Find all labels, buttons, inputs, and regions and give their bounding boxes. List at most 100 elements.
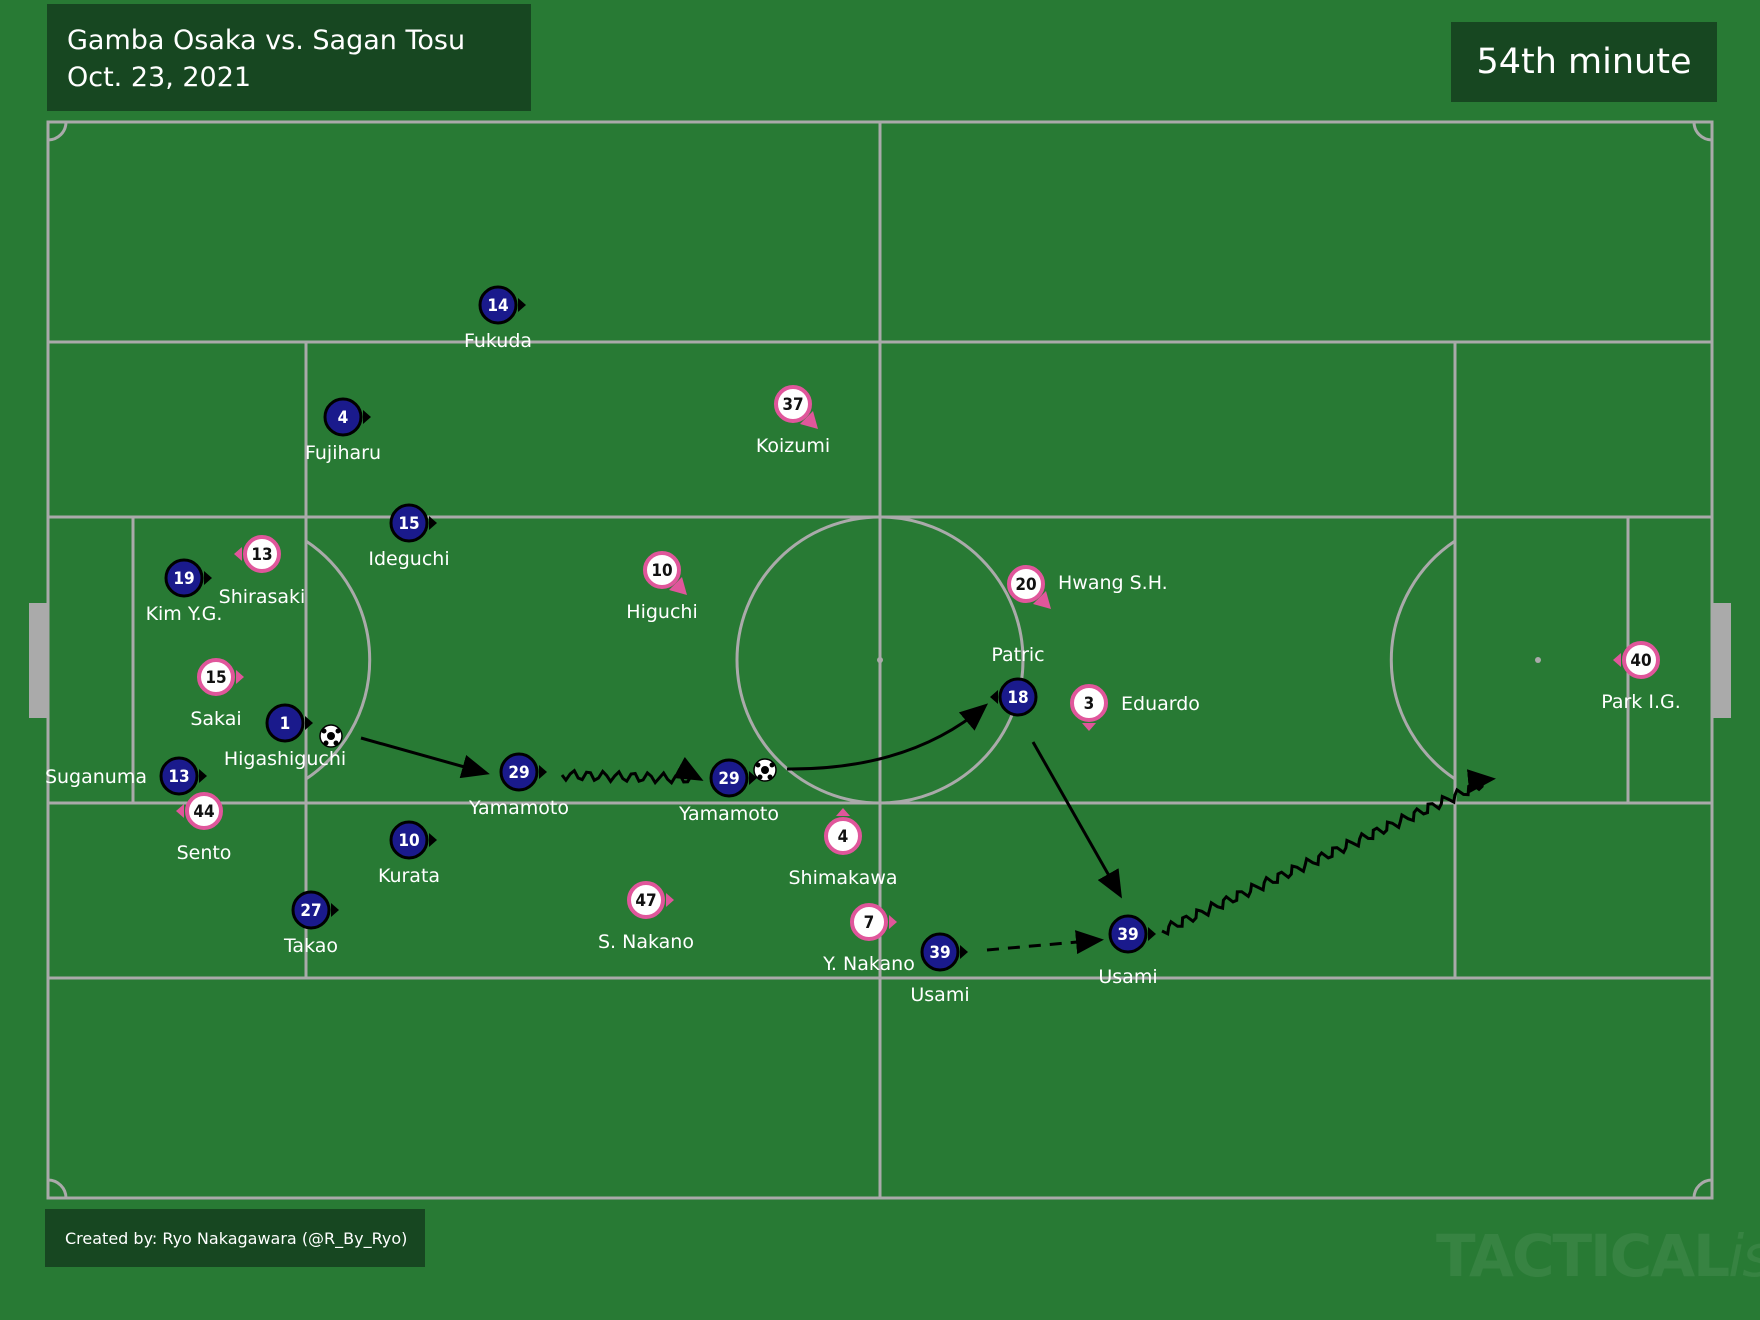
player-name: Ideguchi [368, 548, 449, 570]
player-number: 39 [1117, 925, 1138, 945]
player-tosu-hwang-s-h: 20 Hwang S.H. [1007, 565, 1168, 609]
player-name: Takao [283, 935, 338, 957]
gamba-player-marker [389, 503, 429, 543]
left-goal [29, 603, 48, 718]
player-number: 14 [487, 296, 508, 316]
player-gamba-higashiguchi: 1 Higashiguchi [224, 703, 346, 770]
player-gamba-kurata: 10 Kurata [378, 820, 440, 887]
player-number: 27 [300, 901, 321, 921]
dribble-arrow-usami [1161, 769, 1496, 937]
player-tosu-shimakawa: 4 Shimakawa [788, 808, 898, 889]
center-spot [877, 657, 883, 663]
player-name: Shimakawa [788, 867, 897, 889]
tosu-player-marker [774, 385, 812, 423]
pass-arrow-yamamoto-patric [786, 703, 989, 771]
player-name: S. Nakano [598, 931, 694, 953]
player-number: 7 [864, 913, 875, 933]
action-arrows [360, 703, 1496, 955]
player-name: Usami [910, 984, 969, 1006]
player-tosu-y-nakano: 7 Y. Nakano [822, 903, 915, 975]
gamba-player-marker [323, 397, 363, 437]
tosu-player-marker [824, 817, 862, 855]
player-number: 13 [251, 545, 272, 565]
gamba-player-marker [478, 285, 518, 325]
gamba-player-marker [920, 932, 960, 972]
pitch-lines [46, 120, 1714, 1200]
player-tosu-eduardo: 3 Eduardo [1070, 684, 1200, 731]
gamba-player-marker [709, 758, 749, 798]
gamba-player-marker [291, 890, 331, 930]
player-number: 44 [193, 802, 214, 822]
player-name: Eduardo [1121, 693, 1200, 715]
player-tosu-higuchi: 10 Higuchi [626, 551, 698, 623]
player-name: Fukuda [464, 330, 532, 352]
player-tosu-park-i-g: 40 Park I.G. [1601, 641, 1681, 713]
player-gamba-fukuda: 14 Fukuda [464, 285, 532, 352]
pass-arrow-patric-usami [1031, 741, 1122, 899]
match-title: Gamba Osaka vs. Sagan Tosu [67, 25, 466, 56]
tosu-player-marker [1622, 641, 1660, 679]
pass-arrow-higashiguchi-yamamoto [360, 736, 490, 779]
player-gamba-yamamoto: 29 Yamamoto [468, 752, 569, 819]
player-number: 10 [651, 561, 672, 581]
player-number: 3 [1084, 694, 1095, 714]
player-name: Sento [177, 842, 232, 864]
ball-icon [319, 724, 343, 748]
tosu-player-marker [243, 535, 281, 573]
ball-icon [753, 758, 777, 782]
player-number: 15 [398, 514, 419, 534]
player-number: 10 [398, 831, 419, 851]
player-name: Yamamoto [468, 797, 569, 819]
player-number: 18 [1007, 688, 1028, 708]
player-number: 19 [173, 569, 194, 589]
tosu-player-marker [197, 658, 235, 696]
player-number: 15 [205, 668, 226, 688]
player-name: Y. Nakano [822, 953, 915, 975]
tosu-player-marker [850, 903, 888, 941]
player-name: Higashiguchi [224, 748, 346, 770]
player-name: Yamamoto [678, 803, 779, 825]
credit-box: Created by: Ryo Nakagawara (@R_By_Ryo) [45, 1209, 425, 1267]
player-gamba-fujiharu: 4 Fujiharu [305, 397, 381, 464]
run-arrow-usami [986, 930, 1104, 955]
player-gamba-usami: 39 Usami [910, 932, 970, 1006]
player-name: Kim Y.G. [146, 603, 223, 625]
player-gamba-usami: 39 Usami [1098, 914, 1158, 988]
gamba-player-marker [499, 752, 539, 792]
corner-arc-tl [47, 121, 68, 142]
player-number: 37 [782, 395, 803, 415]
gamba-player-marker [389, 820, 429, 860]
player-gamba-ideguchi: 15 Ideguchi [368, 503, 450, 570]
player-name: Hwang S.H. [1058, 572, 1168, 594]
player-name: Suganuma [45, 766, 147, 788]
player-number: 1 [280, 714, 291, 734]
tosu-player-marker [627, 881, 665, 919]
player-name: Usami [1098, 966, 1157, 988]
dribble-arrow-yamamoto [560, 756, 704, 786]
left-penalty-arc [305, 539, 372, 781]
player-gamba-patric: 18 Patric [990, 644, 1045, 717]
credit-text: Created by: Ryo Nakagawara (@R_By_Ryo) [65, 1228, 408, 1248]
player-number: 29 [718, 769, 739, 789]
player-name: Higuchi [626, 601, 697, 623]
minute-box: 54th minute [1451, 22, 1717, 102]
player-name: Koizumi [756, 435, 830, 457]
penalty-spot [1535, 657, 1541, 663]
gamba-player-marker [265, 703, 305, 743]
player-tosu-koizumi: 37 Koizumi [756, 385, 830, 457]
tosu-player-marker [1007, 565, 1045, 603]
player-number: 4 [838, 827, 849, 847]
right-penalty-arc [1389, 539, 1456, 781]
player-name: Shirasaki [219, 586, 306, 608]
player-number: 13 [168, 767, 189, 787]
player-name: Fujiharu [305, 442, 381, 464]
tosu-player-marker [643, 551, 681, 589]
center-circle [735, 515, 1025, 805]
right-goal [1712, 603, 1731, 718]
gamba-player-marker [998, 677, 1038, 717]
gamba-player-marker [164, 558, 204, 598]
player-number: 47 [635, 891, 656, 911]
player-tosu-sento: 44 Sento [176, 792, 232, 864]
player-gamba-yamamoto: 29 Yamamoto [678, 758, 779, 825]
